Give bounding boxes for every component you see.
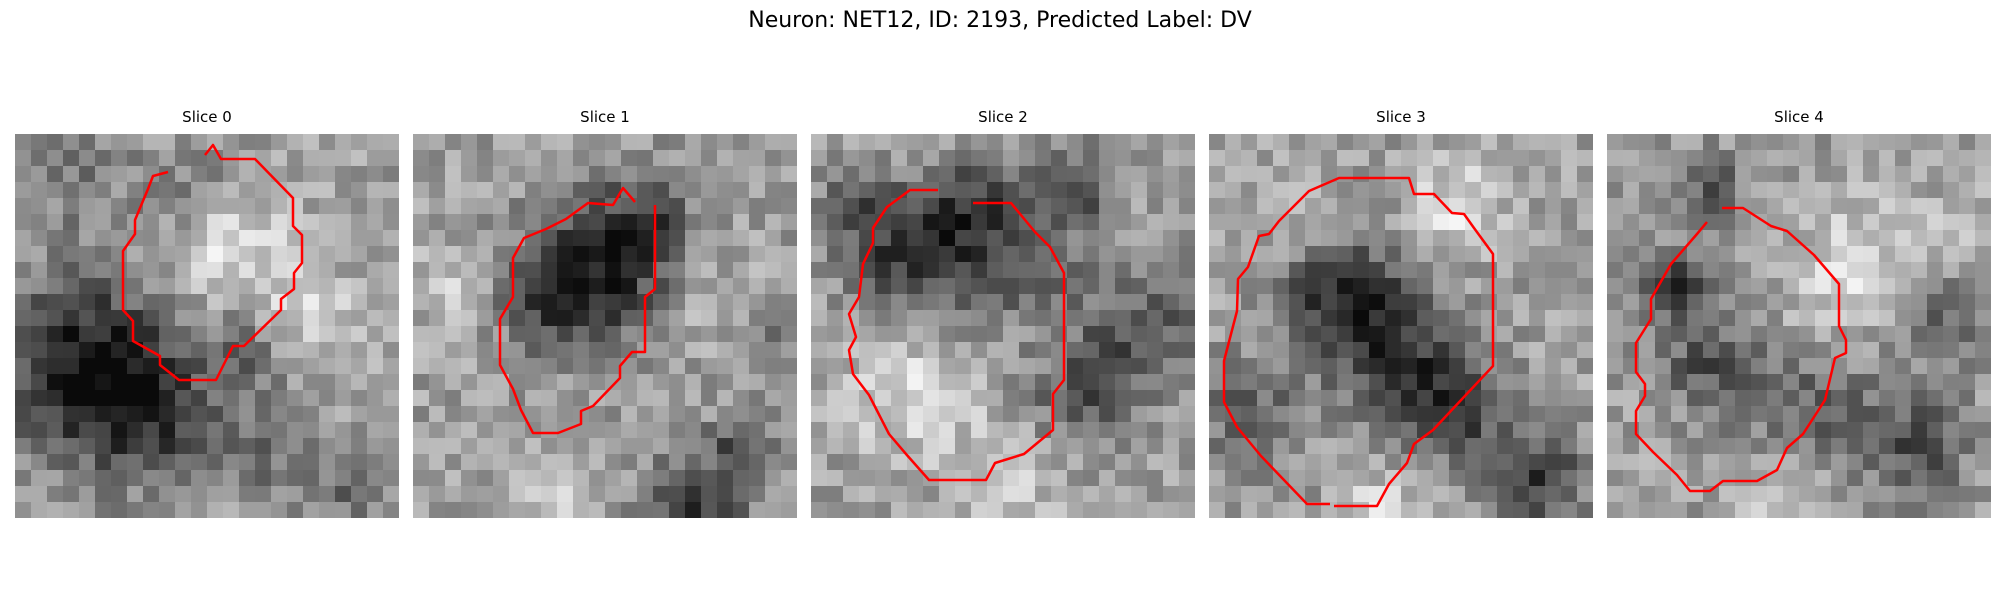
- slice-panel-2: Slice 2: [811, 108, 1195, 518]
- figure-title: Neuron: NET12, ID: 2193, Predicted Label…: [748, 8, 1252, 33]
- slice-title-4: Slice 4: [1774, 108, 1824, 126]
- slice-image-3: [1209, 134, 1593, 518]
- slice-title-2: Slice 2: [978, 108, 1028, 126]
- roi-contour-1: [498, 186, 657, 435]
- roi-contour-3: [1222, 176, 1495, 508]
- slice-panel-0: Slice 0: [15, 108, 399, 518]
- slice-image-4: [1607, 134, 1991, 518]
- slice-panel-4: Slice 4: [1607, 108, 1991, 518]
- slice-title-1: Slice 1: [580, 108, 630, 126]
- slice-image-2: [811, 134, 1195, 518]
- slice-image-0: [15, 134, 399, 518]
- roi-contour-0: [121, 143, 304, 382]
- roi-contour-4: [1634, 206, 1848, 493]
- roi-contour-2: [847, 188, 1066, 482]
- slice-panel-3: Slice 3: [1209, 108, 1593, 518]
- slice-panel-1: Slice 1: [413, 108, 797, 518]
- slice-title-3: Slice 3: [1376, 108, 1426, 126]
- slice-title-0: Slice 0: [182, 108, 232, 126]
- slice-image-1: [413, 134, 797, 518]
